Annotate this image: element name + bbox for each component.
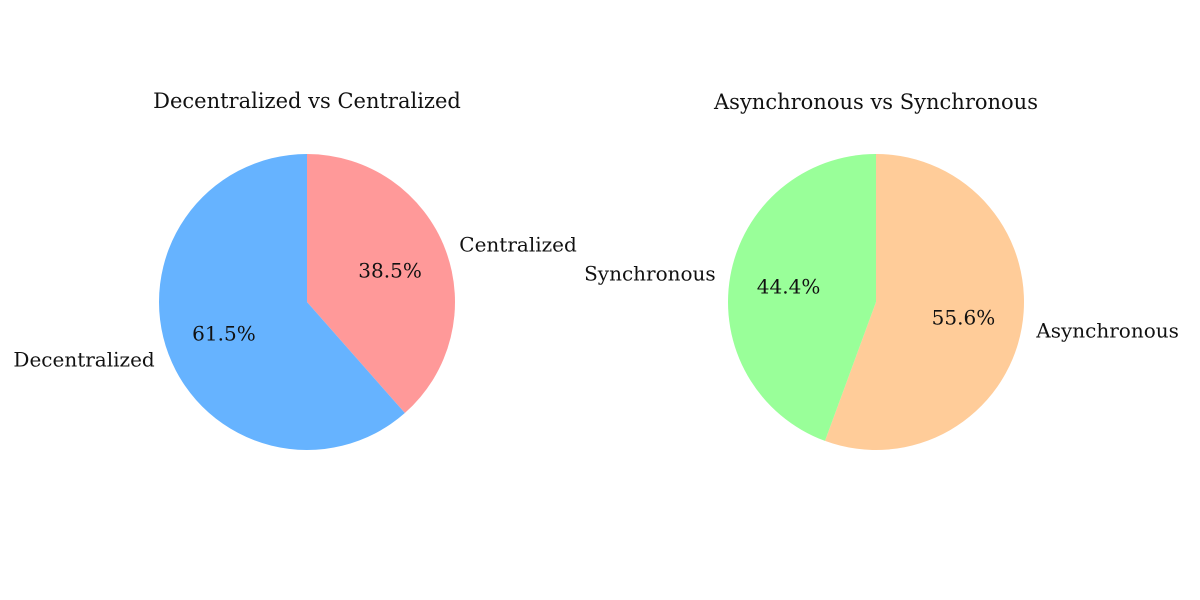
pie-slice-percentage: 55.6% [932,306,996,330]
pie-slice-centralized [307,154,455,414]
pie-labels: 38.5% Centralized 61.5% Decentralized [13,232,577,371]
pie-slice-label: Synchronous [584,262,716,286]
chart-title: Decentralized vs Centralized [153,89,461,113]
pie-slice-percentage: 38.5% [358,259,422,283]
pie-slice-decentralized [158,154,405,451]
pie-slice-asynchronous [824,154,1025,450]
pie-slices [158,154,455,451]
pie-slice-synchronous [728,154,876,441]
pie-labels: 55.6% Asynchronous 44.4% Synchronous [584,262,1179,343]
chart-title: Asynchronous vs Synchronous [713,90,1038,114]
pie-slice-percentage: 44.4% [757,274,821,298]
pie-slice-label: Asynchronous [1035,318,1179,342]
pie-chart-decentralized-vs-centralized: Decentralized vs Centralized 38.5% Centra… [13,89,577,451]
pie-slices [728,154,1025,450]
pie-chart-asynchronous-vs-synchronous: Asynchronous vs Synchronous 55.6% Asynchr… [584,90,1179,450]
pie-slice-percentage: 61.5% [192,321,256,345]
pie-slice-label: Centralized [459,232,577,256]
pie-slice-label: Decentralized [13,348,154,372]
